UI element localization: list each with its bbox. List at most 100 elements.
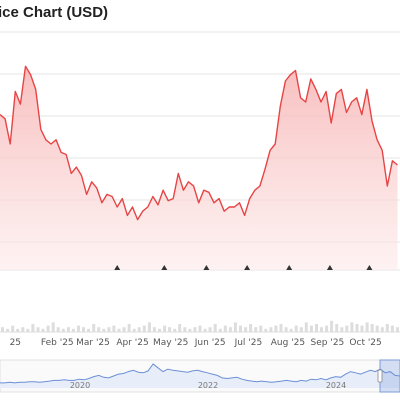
- volume-bar: [46, 325, 50, 332]
- volume-bar: [365, 322, 369, 332]
- event-marker[interactable]: [366, 265, 373, 270]
- navigator-tick-label: 2020: [70, 381, 90, 390]
- volume-bar: [147, 322, 151, 332]
- volume-bar: [66, 327, 70, 332]
- volume-bar: [284, 327, 288, 332]
- volume-bar: [97, 327, 101, 332]
- volume-bar: [390, 325, 394, 332]
- volume-bar: [350, 322, 354, 332]
- volume-bar: [330, 320, 334, 332]
- volume-bar: [6, 328, 10, 332]
- volume-bar: [249, 324, 253, 332]
- volume-bar: [1, 327, 4, 332]
- range-navigator: 2020 2022 2024: [0, 359, 400, 393]
- volume-bar: [107, 327, 111, 332]
- volume-bar: [325, 325, 329, 332]
- volume-bars: [0, 320, 400, 333]
- x-tick-label: Sep '25: [311, 338, 345, 348]
- volume-bar: [183, 327, 187, 332]
- volume-bar: [360, 325, 364, 332]
- volume-bar: [335, 324, 339, 332]
- volume-bar: [188, 328, 192, 332]
- volume-bar: [16, 328, 20, 332]
- volume-bar: [92, 324, 96, 332]
- volume-bar: [198, 325, 202, 332]
- volume-bar: [112, 325, 116, 332]
- volume-bar: [269, 327, 273, 332]
- x-tick-label: Jul '25: [234, 338, 263, 348]
- event-markers: [114, 265, 373, 270]
- x-tick-label: May '25: [153, 338, 188, 348]
- chart-title: ice Chart (USD): [0, 4, 109, 21]
- price-area-fill: [0, 66, 398, 270]
- event-marker[interactable]: [326, 265, 333, 270]
- navigator-tick-label: 2024: [326, 381, 346, 390]
- x-tick-label: Mar '25: [76, 338, 110, 348]
- volume-bar: [228, 327, 232, 332]
- navigator-line: [0, 363, 400, 384]
- volume-bar: [294, 325, 298, 332]
- volume-bar: [127, 324, 131, 332]
- volume-bar: [122, 327, 126, 332]
- event-marker[interactable]: [244, 265, 251, 270]
- volume-bar: [87, 328, 91, 332]
- x-tick-label: Apr '25: [116, 338, 148, 348]
- volume-bar: [173, 328, 177, 332]
- volume-bar: [213, 324, 217, 332]
- volume-bar: [21, 327, 25, 332]
- volume-bar: [375, 325, 379, 332]
- event-marker[interactable]: [114, 265, 121, 270]
- volume-bar: [315, 324, 318, 332]
- event-marker[interactable]: [161, 265, 168, 270]
- event-marker[interactable]: [286, 265, 293, 270]
- volume-bar: [203, 328, 207, 332]
- volume-bar: [289, 328, 293, 332]
- event-marker[interactable]: [203, 265, 210, 270]
- x-tick-label: 25: [10, 338, 21, 348]
- volume-bar: [158, 328, 161, 332]
- navigator-selection[interactable]: [379, 359, 400, 393]
- volume-bar: [31, 324, 35, 332]
- volume-bar: [370, 324, 374, 332]
- volume-bar: [163, 325, 167, 332]
- volume-bar: [193, 327, 197, 332]
- volume-bar: [208, 327, 212, 332]
- volume-bar: [218, 328, 222, 332]
- volume-bar: [41, 328, 45, 332]
- volume-bar: [26, 328, 30, 332]
- volume-bar: [152, 327, 156, 332]
- volume-bar: [299, 327, 303, 332]
- price-line[interactable]: [0, 65, 398, 221]
- price-area: [0, 65, 398, 270]
- volume-bar: [355, 324, 359, 332]
- navigator-area: [0, 364, 400, 388]
- x-tick-label: Jun '25: [194, 338, 226, 348]
- volume-bar: [36, 327, 40, 332]
- volume-bar: [274, 325, 278, 332]
- volume-bar: [102, 328, 106, 332]
- volume-bar: [117, 328, 121, 332]
- volume-bar: [264, 328, 268, 332]
- x-tick-label: Aug '25: [271, 338, 305, 348]
- volume-bar: [259, 325, 263, 332]
- volume-bar: [254, 327, 258, 332]
- volume-bar: [77, 325, 80, 332]
- volume-bar: [233, 322, 237, 332]
- volume-bar: [309, 325, 313, 332]
- volume-bar: [132, 328, 136, 332]
- volume-bar: [396, 327, 399, 332]
- volume-bar: [340, 327, 344, 332]
- navigator-tick-label: 2022: [198, 381, 218, 390]
- volume-bar: [137, 327, 141, 332]
- volume-bar: [320, 327, 323, 332]
- x-tick-label: Oct '25: [349, 338, 381, 348]
- volume-bar: [56, 327, 60, 332]
- x-tick-label: Feb '25: [41, 338, 74, 348]
- x-axis-ticks: 25 Feb '25 Mar '25 Apr '25 May '25 Jun '25 Jul…: [10, 338, 382, 348]
- volume-bar: [279, 324, 283, 332]
- volume-bar: [82, 327, 85, 332]
- navigator-left-handle[interactable]: [377, 369, 383, 383]
- volume-bar: [61, 328, 65, 332]
- volume-bar: [51, 322, 55, 332]
